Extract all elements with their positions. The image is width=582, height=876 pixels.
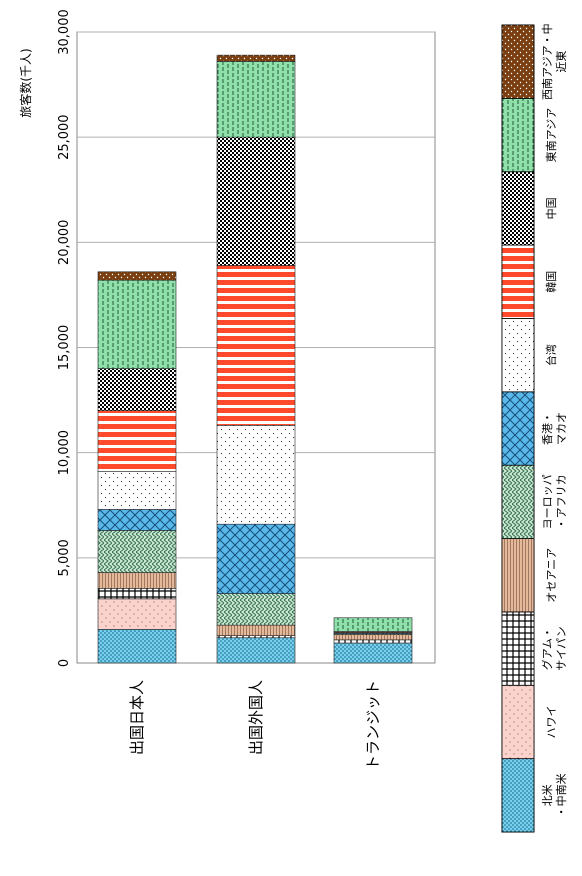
- legend-swatch: [501, 24, 535, 99]
- bar-segment: [333, 639, 413, 644]
- legend-label: ハワイ: [545, 705, 558, 738]
- bar-segment: [216, 523, 296, 594]
- bar-segment: [97, 588, 177, 600]
- legend-swatch: [501, 758, 535, 833]
- bar-segment: [97, 471, 177, 510]
- category-label: 出国外国人: [247, 680, 265, 755]
- bar-segment: [216, 593, 296, 626]
- legend-swatch: [501, 684, 535, 760]
- category-label: 出国日本人: [128, 680, 146, 755]
- legend-swatch: [501, 97, 535, 173]
- tick-label: 15,000: [57, 325, 72, 371]
- bar-segment: [216, 54, 296, 62]
- bar-segment: [216, 637, 296, 664]
- bar-segment: [333, 634, 413, 641]
- legend-swatch: [501, 391, 535, 466]
- legend-label: 台湾: [544, 344, 558, 366]
- bar-segment: [97, 598, 177, 630]
- bar-segment: [97, 271, 177, 281]
- legend: 北米・中南米 ハワイ グアム・サイパン オセアニア ヨーロッパ・アフリカ 香港・マカオ 台湾…: [501, 23, 568, 833]
- tick-label: 25,000: [57, 114, 72, 160]
- tick-label: 20,000: [57, 220, 72, 265]
- legend-label: 西南アジア・中近東: [541, 23, 568, 100]
- legend-label: 中国: [545, 197, 558, 219]
- bar-segment: [97, 629, 177, 664]
- bar-segment: [333, 642, 413, 664]
- bar-segment: [216, 265, 296, 426]
- legend-swatch: [501, 538, 535, 613]
- bar-segment: [216, 624, 296, 636]
- axis-title: 旅客数(千人): [18, 48, 33, 117]
- legend-swatch: [501, 464, 535, 539]
- legend-label: 香港・マカオ: [541, 412, 568, 445]
- legend-label: 北米・中南米: [541, 773, 568, 817]
- bar-segment: [216, 425, 296, 525]
- tick-labels: 0 5,000 10,000 15,000 20,000 25,000 30,000: [57, 9, 72, 667]
- bar-segment: [97, 509, 177, 531]
- bar-segment: [216, 635, 296, 639]
- legend-label: 韓国: [545, 271, 558, 293]
- tick-label: 30,000: [57, 9, 72, 55]
- bar-segment: [97, 572, 177, 589]
- bars: [97, 54, 413, 664]
- legend-label: グアム・サイパン: [540, 626, 568, 670]
- bar-segment: [97, 410, 177, 472]
- legend-swatch: [501, 244, 535, 319]
- bar-segment: [97, 368, 177, 411]
- tick-label: 5,000: [57, 539, 72, 576]
- bar-segment: [333, 617, 413, 632]
- legend-label: 東南アジア: [545, 108, 558, 163]
- bar-segment: [97, 530, 177, 573]
- legend-swatch: [501, 171, 535, 246]
- legend-label: ヨーロッパ・アフリカ: [541, 474, 568, 529]
- bar-segment: [216, 136, 296, 266]
- legend-label: オセアニア: [545, 548, 558, 603]
- category-label: トランジット: [364, 680, 382, 770]
- tick-label: 0: [57, 659, 72, 667]
- legend-swatch: [501, 318, 535, 393]
- category-labels: 出国日本人 出国外国人 トランジット: [128, 680, 382, 770]
- tick-label: 10,000: [57, 430, 72, 476]
- bar-segment: [97, 279, 177, 369]
- legend-swatch: [501, 611, 535, 686]
- bar-segment: [216, 61, 296, 138]
